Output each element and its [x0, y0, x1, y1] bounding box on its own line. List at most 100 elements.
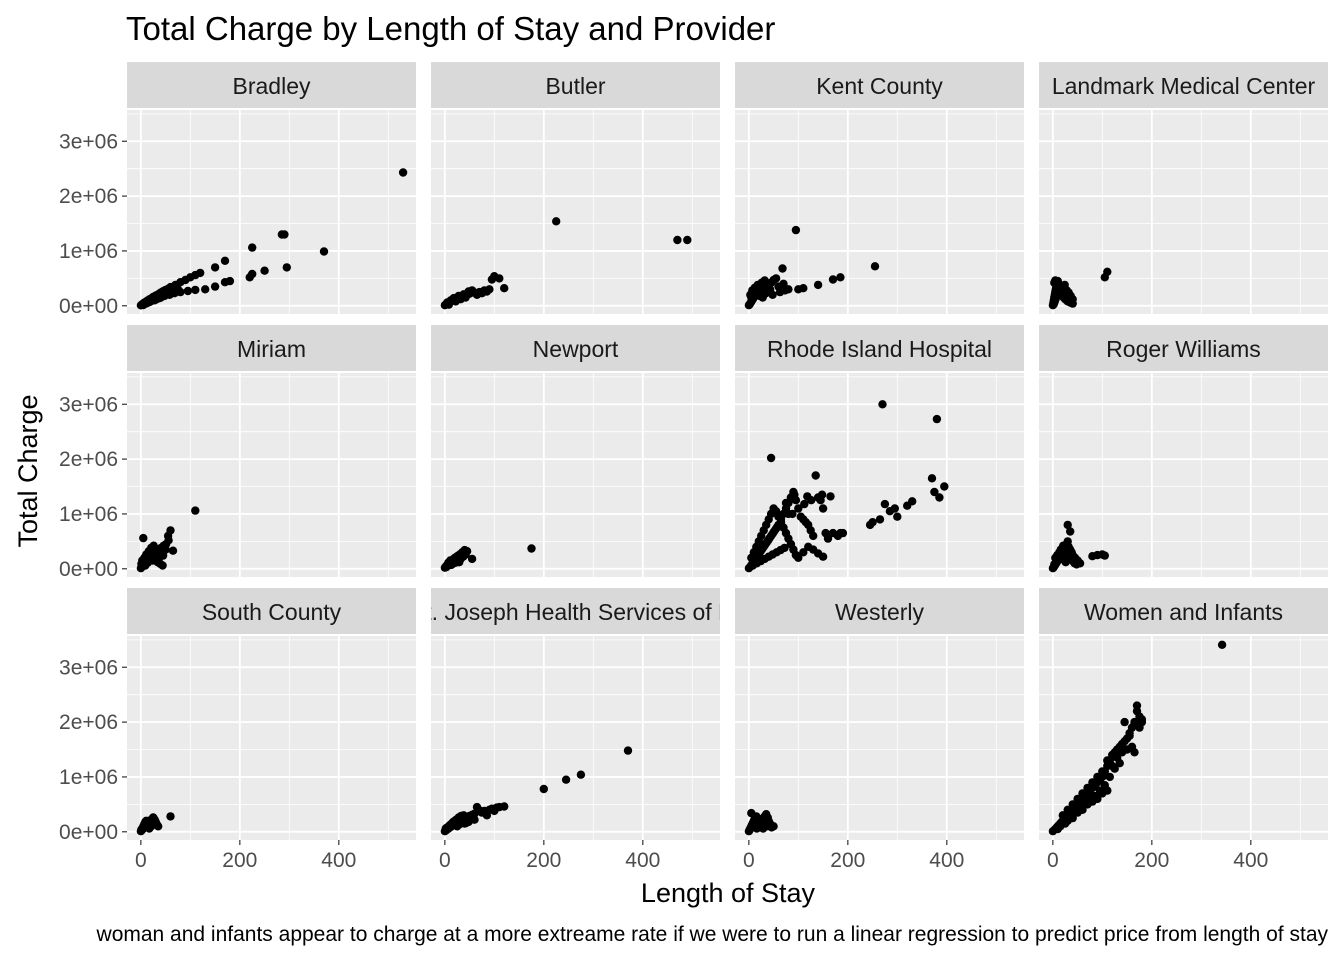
- panel-background: [431, 373, 720, 577]
- data-point: [870, 262, 880, 271]
- facet-strip: [431, 588, 720, 634]
- data-point: [464, 817, 473, 827]
- data-point: [168, 546, 178, 555]
- data-point: [788, 509, 797, 519]
- facet-strip: [735, 62, 1024, 108]
- data-point: [1093, 794, 1102, 804]
- data-point: [158, 561, 167, 570]
- data-point: [539, 784, 548, 794]
- data-point: [280, 230, 289, 239]
- data-point: [747, 808, 756, 818]
- data-point: [319, 247, 329, 256]
- data-point: [1083, 783, 1092, 793]
- data-point: [1132, 701, 1142, 710]
- y-tick-label: 1e+06: [59, 240, 118, 263]
- facet-strip-label: South County: [202, 599, 342, 625]
- data-point: [940, 482, 949, 491]
- data-point: [880, 499, 890, 509]
- data-point: [1120, 717, 1129, 727]
- panel-background: [431, 110, 720, 314]
- facet-strip: [735, 325, 1024, 371]
- data-point: [790, 490, 799, 499]
- facet-panel: Newport: [431, 325, 720, 577]
- panel-background: [127, 110, 416, 314]
- x-tick-label: 0: [743, 849, 755, 872]
- x-axis-title: Length of Stay: [641, 878, 816, 908]
- facet-panel: Bradley: [127, 62, 416, 314]
- data-point: [780, 543, 789, 553]
- data-point: [1103, 786, 1112, 795]
- data-point: [576, 770, 586, 779]
- data-point: [794, 504, 803, 513]
- data-point: [196, 268, 205, 278]
- facet-strip: [431, 62, 720, 108]
- data-point: [459, 811, 468, 820]
- data-point: [467, 554, 477, 564]
- data-point: [482, 287, 492, 296]
- data-point: [800, 499, 809, 509]
- data-point: [683, 235, 692, 245]
- panel-background: [127, 373, 416, 577]
- data-point: [779, 279, 788, 288]
- data-point: [1055, 289, 1064, 298]
- data-point: [183, 286, 193, 296]
- data-point: [1217, 640, 1227, 649]
- facet-panel: Landmark Medical Center: [1039, 62, 1328, 314]
- data-point: [167, 287, 176, 296]
- data-point: [552, 217, 561, 226]
- facet-strip-label: Kent County: [816, 73, 943, 99]
- data-point: [818, 504, 828, 513]
- data-point: [1069, 804, 1078, 813]
- data-point: [500, 802, 509, 811]
- chart-caption: woman and infants appear to charge at a …: [96, 923, 1329, 946]
- data-point: [828, 275, 838, 284]
- data-point: [398, 168, 408, 177]
- data-point: [1127, 742, 1137, 751]
- panel-background: [1039, 110, 1328, 314]
- facet-panel: St. Joseph Health Services of RI: [431, 588, 720, 840]
- y-tick-label: 0e+00: [59, 558, 118, 581]
- y-tick-label: 2e+06: [59, 185, 118, 208]
- facet-panels: Bradley Butler Kent County Landmark Medical…: [127, 62, 1328, 840]
- data-point: [767, 823, 776, 832]
- data-point: [771, 274, 781, 283]
- data-point: [1110, 764, 1119, 773]
- data-point: [500, 284, 509, 293]
- x-tick-label: 0: [1047, 849, 1059, 872]
- data-point: [164, 536, 173, 545]
- data-point: [139, 533, 148, 543]
- data-point: [778, 264, 787, 273]
- data-point: [248, 269, 257, 279]
- panel-background: [735, 636, 1024, 840]
- x-tick-label: 200: [526, 849, 561, 872]
- facet-strip: [127, 588, 416, 634]
- data-point: [495, 274, 504, 283]
- data-point: [781, 498, 791, 508]
- data-point: [173, 285, 183, 294]
- panel-background: [127, 636, 416, 840]
- facet-strip-label: Newport: [533, 336, 619, 362]
- data-point: [1125, 731, 1134, 740]
- data-point: [248, 243, 257, 252]
- facet-panel: Kent County: [735, 62, 1024, 314]
- data-point: [838, 528, 848, 538]
- data-point: [818, 552, 828, 561]
- data-point: [791, 225, 801, 235]
- data-point: [210, 282, 220, 291]
- facet-panel: Rhode Island Hospital: [735, 325, 1024, 577]
- data-point: [799, 284, 808, 293]
- data-point: [930, 487, 939, 497]
- facet-strip-label: Bradley: [233, 73, 311, 99]
- data-point: [1061, 558, 1070, 567]
- chart-title: Total Charge by Length of Stay and Provi…: [126, 10, 775, 47]
- x-tick-label: 400: [929, 849, 964, 872]
- facet-strip: [1039, 325, 1328, 371]
- y-tick-label: 2e+06: [59, 711, 118, 734]
- data-point: [149, 814, 158, 823]
- data-point: [166, 526, 175, 535]
- y-tick-label: 0e+00: [59, 295, 118, 318]
- data-point: [191, 506, 200, 515]
- data-point: [878, 400, 887, 409]
- facet-panel: South County: [127, 588, 416, 840]
